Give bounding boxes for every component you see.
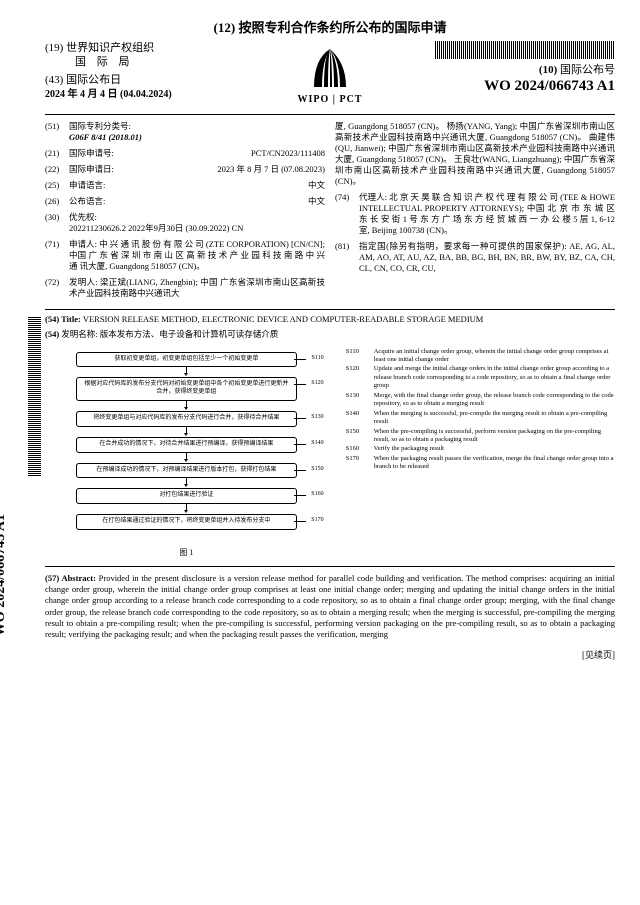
step-number: S120 [311,380,323,388]
flowchart-step: 获取初变更单组，初变更单组包括至少一个初始变更单S110 [76,352,297,368]
side-barcode-icon [28,316,41,476]
legend-text: Acquire an initial change order group, w… [374,348,615,365]
bureau: 国 际 局 [75,55,245,69]
flowchart: 获取初变更单组，初变更单组包括至少一个初始变更单S110 根据对应代码库的发布分支… [45,348,328,544]
step-number: S160 [311,491,323,499]
pub-number-label: (10) 国际公布号 [415,63,615,77]
legend-row: S170When the packaging result passes the… [346,455,615,472]
divider [45,309,615,310]
legend-row: S130Merge, with the final change order g… [346,392,615,409]
title-en: (54) Title: VERSION RELEASE METHOD, ELEC… [45,314,615,325]
legend-row: S160Verify the packaging result [346,445,615,453]
legend-step: S150 [346,428,374,445]
legend-step: S120 [346,365,374,390]
left-column: (51)国际专利分类号:G06F 8/41 (2018.01) (21)国际申请… [45,121,325,305]
legend-step: S160 [346,445,374,453]
field-26: (26)公布语言:中文 [45,196,325,207]
bibliographic-data: (51)国际专利分类号:G06F 8/41 (2018.01) (21)国际申请… [45,121,615,305]
side-pubno: WO 2024/066743 A1 [0,514,10,636]
step-number: S170 [311,517,323,525]
header-left: (19) 世界知识产权组织 国 际 局 (43) 国际公布日 2024 年 4 … [45,41,245,101]
flowchart-figure: 获取初变更单组，初变更单组包括至少一个初始变更单S110 根据对应代码库的发布分支… [45,348,328,559]
barcode-icon [435,41,615,59]
legend-step: S170 [346,455,374,472]
flowchart-step: 在合并成功的情况下，对待合并结果进行预编译，获得预编译结果S140 [76,437,297,453]
legend-row: S110Acquire an initial change order grou… [346,348,615,365]
legend-text: When the merging is successful, pre-comp… [374,410,615,427]
field-72-continued: 厦, Guangdong 518057 (CN)。 杨扬(YANG, Yang)… [335,121,615,187]
wipo-logo-icon [308,47,352,91]
step-number: S150 [311,466,323,474]
step-number: S130 [311,414,323,422]
flowchart-step: 在打包结果通过验证的情况下，将终变更单组并入待发布分支中S170 [76,514,297,530]
legend-row: S150When the pre-compiling is successful… [346,428,615,445]
header-row: (19) 世界知识产权组织 国 际 局 (43) 国际公布日 2024 年 4 … [45,41,615,106]
field-21: (21)国际申请号:PCT/CN2023/111408 [45,148,325,159]
field-30: (30)优先权:202211230626.2 2022年9月30日 (30.09… [45,212,325,234]
divider [45,114,615,115]
legend-step: S140 [346,410,374,427]
field-25: (25)申请语言:中文 [45,180,325,191]
legend-text: Merge, with the final change order group… [374,392,615,409]
publication-type: (12) 按照专利合作条约所公布的国际申请 [45,20,615,37]
right-column: 厦, Guangdong 518057 (CN)。 杨扬(YANG, Yang)… [335,121,615,305]
step-legend: S110Acquire an initial change order grou… [346,348,615,559]
wipo-text: WIPO | PCT [298,93,363,106]
flowchart-step: 对打包结果进行验证S160 [76,488,297,504]
org-name: (19) 世界知识产权组织 [45,41,245,55]
header-right: (10) 国际公布号 WO 2024/066743 A1 [415,41,615,97]
pub-number: WO 2024/066743 A1 [415,77,615,97]
field-72: (72)发明人: 梁正斌(LIANG, Zhengbin); 中国 广东省深圳市… [45,277,325,299]
figure-section: 获取初变更单组，初变更单组包括至少一个初始变更单S110 根据对应代码库的发布分支… [45,348,615,559]
header: (12) 按照专利合作条约所公布的国际申请 (19) 世界知识产权组织 国 际 … [45,20,615,106]
figure-caption: 图 1 [45,548,328,558]
legend-text: When the pre-compiling is successful, pe… [374,428,615,445]
legend-text: Verify the packaging result [374,445,444,453]
pub-date: 2024 年 4 月 4 日 (04.04.2024) [45,88,245,101]
step-number: S110 [312,355,324,363]
legend-step: S110 [346,348,374,365]
field-74: (74)代理人: 北 京 天 昊 联 合 知 识 产 权 代 理 有 限 公 司… [335,192,615,236]
continuation-note: [见续页] [45,650,615,662]
legend-step: S130 [346,392,374,409]
abstract: (57) Abstract: Provided in the present d… [45,573,615,639]
legend-text: Update and merge the initial change orde… [374,365,615,390]
field-71: (71)申请人: 中 兴 通 讯 股 份 有 限 公 司 (ZTE CORPOR… [45,239,325,272]
legend-text: When the packaging result passes the ver… [374,455,615,472]
title-cn: (54) 发明名称: 版本发布方法、电子设备和计算机可读存储介质 [45,329,615,340]
field-51: (51)国际专利分类号:G06F 8/41 (2018.01) [45,121,325,143]
legend-row: S140When the merging is successful, pre-… [346,410,615,427]
logo-wrap: WIPO | PCT [298,41,363,106]
flowchart-step: 根据对应代码库的发布分支代码对初始变更单组中各个初始变更单进行更新并合并，获得终… [76,377,297,401]
patent-page: (12) 按照专利合作条约所公布的国际申请 (19) 世界知识产权组织 国 际 … [0,0,640,676]
field-81: (81)指定国(除另有指明，要求每一种可提供的国家保护): AE, AG, AL… [335,241,615,274]
step-number: S140 [311,440,323,448]
divider [45,566,615,567]
field-22: (22)国际申请日:2023 年 8 月 7 日 (07.08.2023) [45,164,325,175]
pub-date-label: (43) 国际公布日 [45,73,245,87]
flowchart-step: 在预编译成功的情况下，对预编译结果进行版本打包，获得打包结果S150 [76,463,297,479]
flowchart-step: 将终变更单组与对应代码库的发布分支代码进行合并，获得待合并结果S130 [76,411,297,427]
legend-row: S120Update and merge the initial change … [346,365,615,390]
